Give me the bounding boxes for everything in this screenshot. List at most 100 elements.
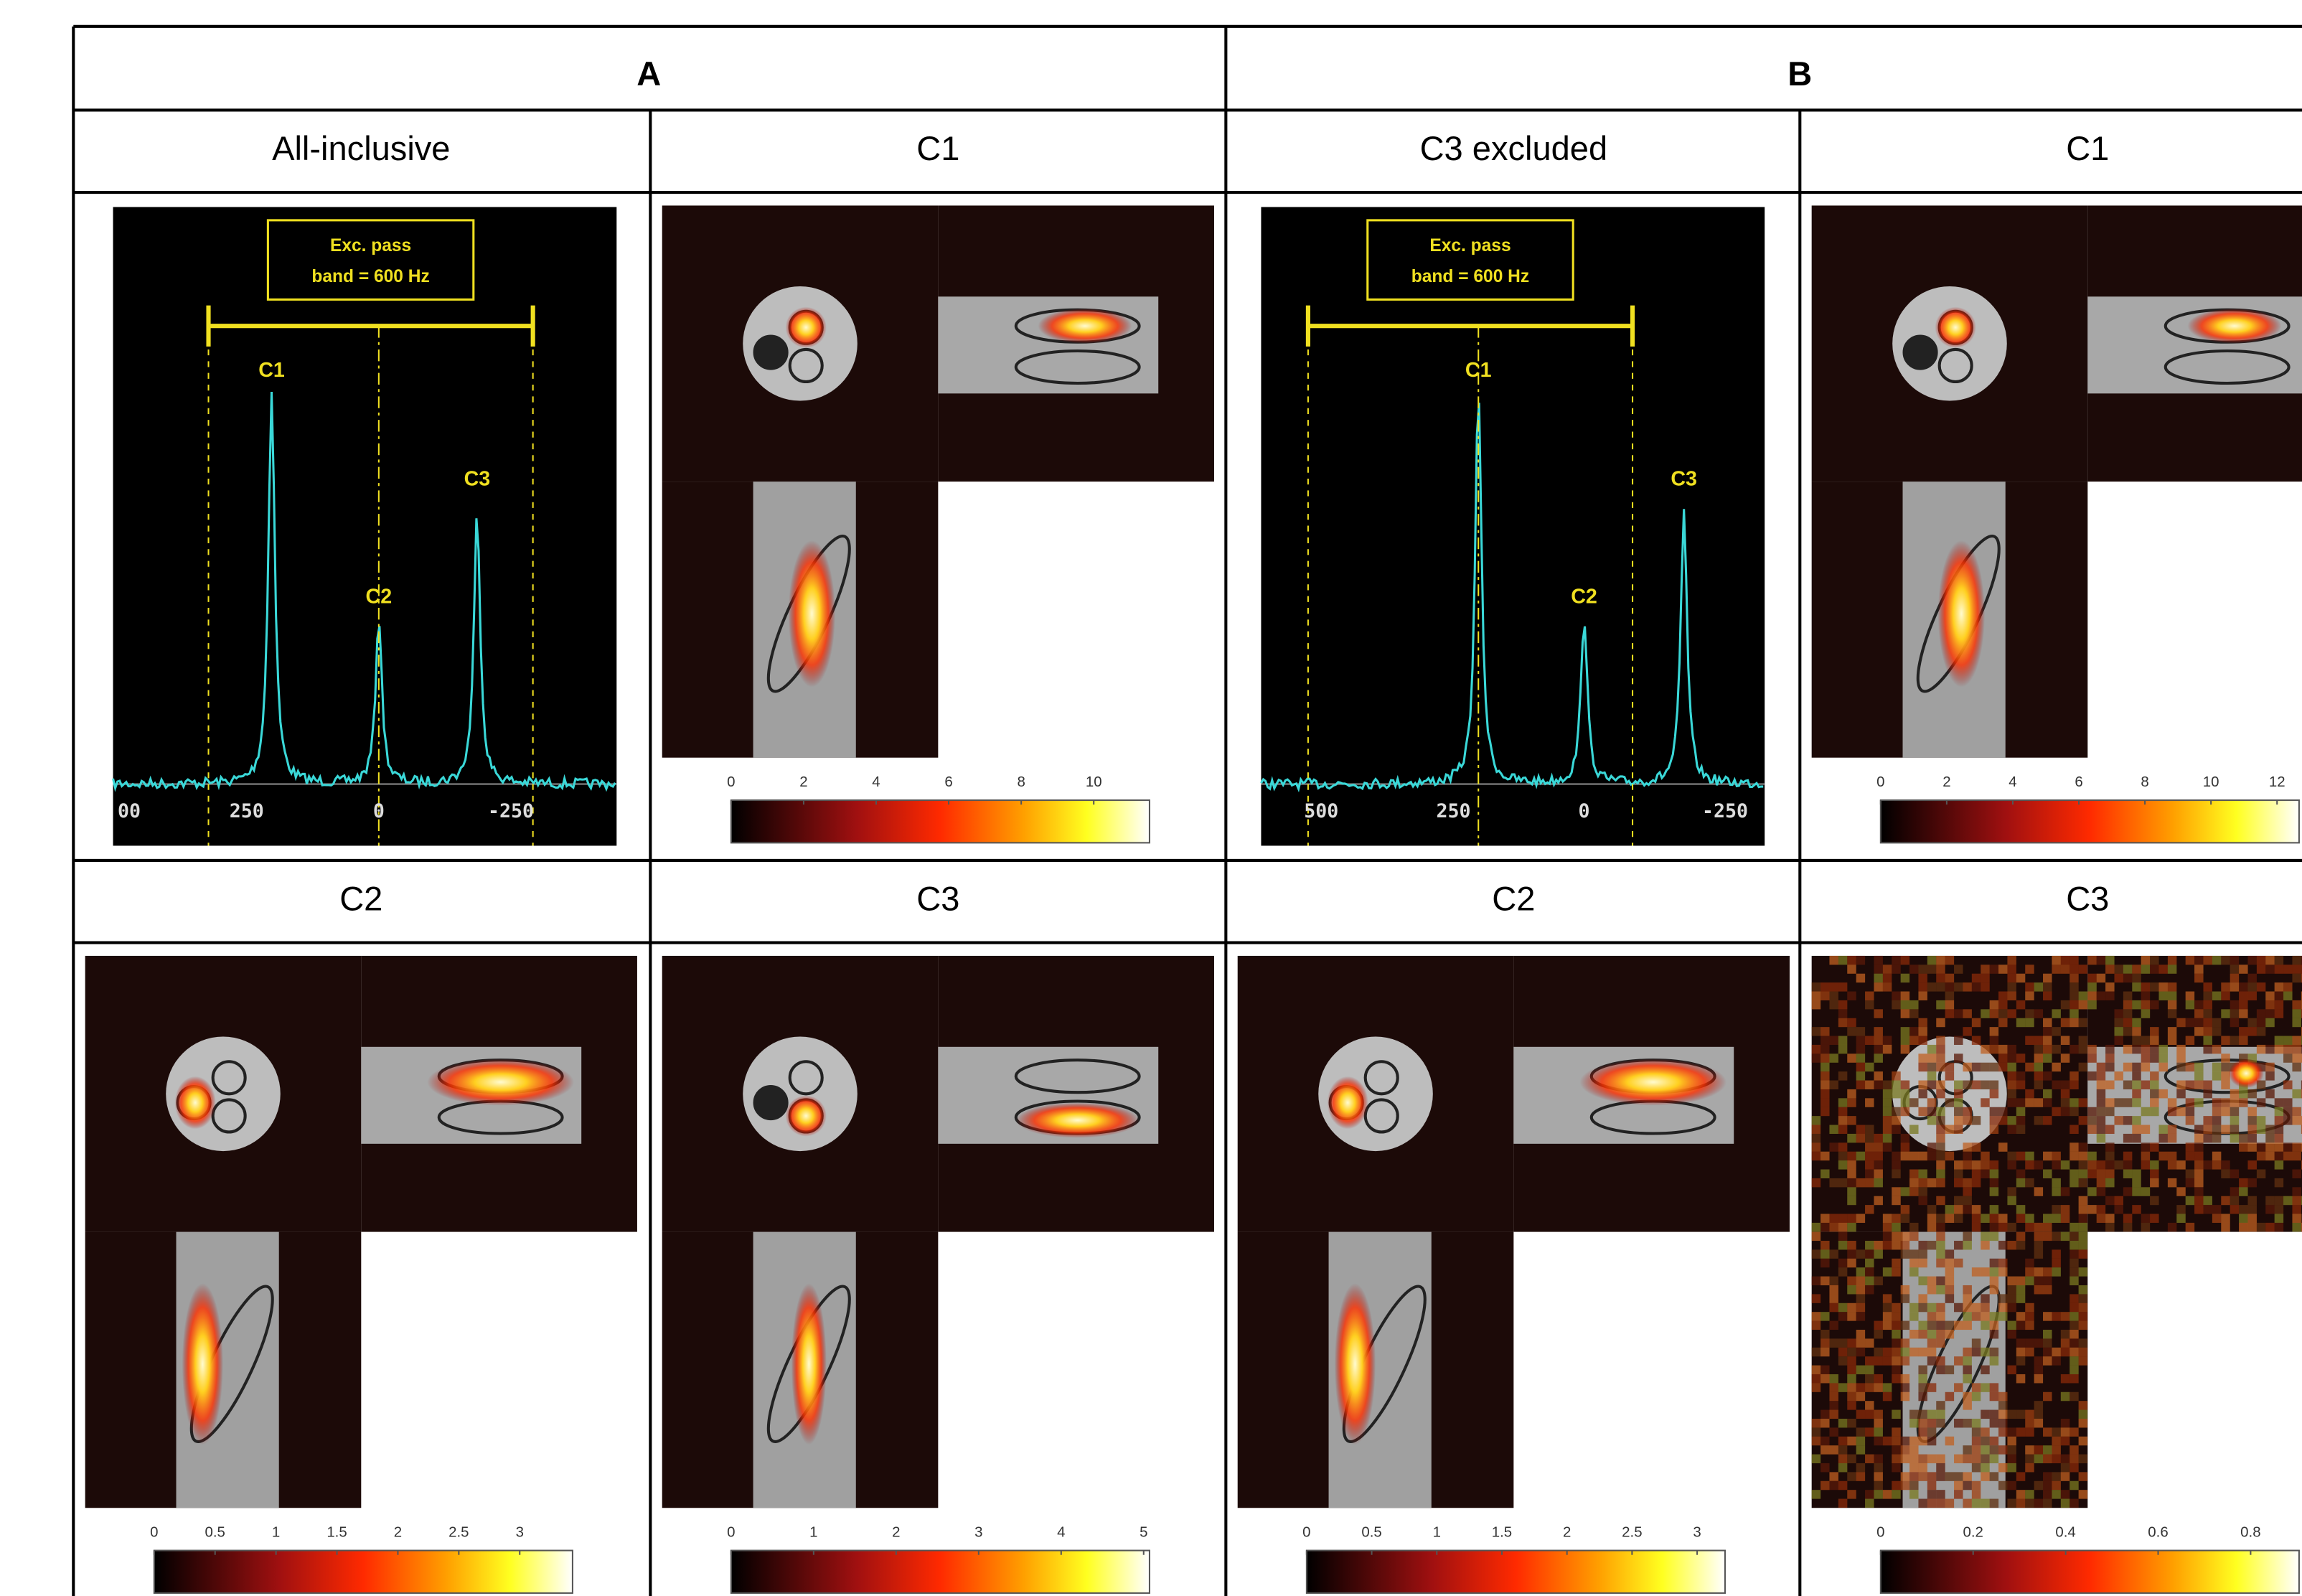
noise (2123, 1170, 2132, 1178)
noise (1856, 1081, 1865, 1089)
peak-label: C2 (1571, 585, 1597, 608)
noise (1936, 1303, 1945, 1312)
noise (1874, 974, 1882, 982)
noise (2141, 1125, 2150, 1134)
colorbar-tick-label: 5 (1140, 1524, 1147, 1540)
noise (1981, 1214, 1989, 1223)
noise (1838, 1223, 1847, 1231)
noise (2097, 956, 2105, 964)
noise (1927, 1437, 1936, 1445)
noise (2016, 1107, 2025, 1116)
noise (2123, 992, 2132, 1000)
noise (1892, 1321, 1900, 1330)
noise (1918, 1321, 1927, 1330)
noise (1927, 1205, 1936, 1214)
noise (2007, 1045, 2016, 1053)
noise (2257, 1027, 2265, 1036)
noise (2194, 964, 2203, 973)
noise (1883, 1348, 1892, 1356)
noise (1847, 1383, 1856, 1391)
noise (1847, 1018, 1856, 1027)
noise (1927, 1303, 1936, 1312)
colorbar-tick-label: 0.2 (1963, 1524, 1983, 1540)
noise (2221, 1170, 2230, 1178)
noise (2043, 1427, 2052, 1436)
noise (1856, 1437, 1865, 1445)
noise (2275, 1152, 2283, 1160)
noise (1936, 1223, 1945, 1231)
noise (2070, 1321, 2078, 1330)
noise (1918, 1294, 1927, 1302)
noise (2052, 1063, 2060, 1071)
noise (2168, 992, 2176, 1000)
noise (2132, 1178, 2141, 1187)
page: A B All-inclusiveExc. passband = 600 HzC… (0, 0, 2302, 1596)
noise (2070, 1356, 2078, 1365)
noise (1892, 1463, 1900, 1472)
noise (2132, 1125, 2141, 1134)
noise (2034, 1267, 2043, 1276)
noise (1990, 1009, 1998, 1018)
noise (2275, 1160, 2283, 1169)
noise (2007, 992, 2016, 1000)
noise (1856, 1125, 1865, 1134)
noise (1874, 1374, 1882, 1383)
noise (1927, 1063, 1936, 1071)
noise (1909, 1098, 1918, 1107)
noise (1883, 1098, 1892, 1107)
colorbar-tick-label: 10 (2203, 774, 2219, 790)
noise (2292, 1223, 2301, 1231)
noise (2230, 1036, 2239, 1045)
noise (1847, 1249, 1856, 1258)
noise (1874, 1036, 1882, 1045)
noise (1901, 1098, 1909, 1107)
noise (1838, 1338, 1847, 1347)
noise (1936, 1000, 1945, 1009)
noise (1821, 1348, 1829, 1356)
noise (1936, 956, 1945, 964)
noise (2275, 1036, 2283, 1045)
panel-title: C1 (2066, 129, 2109, 167)
noise (1901, 1045, 1909, 1053)
noise (2292, 974, 2301, 982)
noise (1954, 1170, 1963, 1178)
noise (2016, 1116, 2025, 1125)
noise (2079, 964, 2087, 973)
axis-label: 00 (118, 800, 141, 822)
noise (2097, 1081, 2105, 1089)
colorbar-tick-label: 0 (727, 774, 735, 790)
noise (2007, 1285, 2016, 1294)
noise (1821, 1045, 1829, 1053)
noise (1883, 1321, 1892, 1330)
noise (1945, 1249, 1954, 1258)
noise (2025, 1063, 2034, 1071)
signal (789, 540, 835, 687)
noise (2016, 1152, 2025, 1160)
noise (1918, 1392, 1927, 1401)
noise (1936, 1214, 1945, 1223)
noise (2141, 1081, 2150, 1089)
noise (2247, 1142, 2256, 1151)
peak-label: C1 (258, 359, 285, 382)
noise (1972, 1303, 1981, 1312)
noise (2150, 1098, 2158, 1107)
noise (2025, 1490, 2034, 1498)
noise (1909, 1490, 1918, 1498)
noise (1909, 1472, 1918, 1480)
noise (2087, 974, 2096, 982)
noise (1856, 1249, 1865, 1258)
noise (1909, 1000, 1918, 1009)
noise (2043, 974, 2052, 982)
signal (182, 1283, 223, 1445)
noise (2265, 1009, 2274, 1018)
noise (2132, 982, 2141, 991)
noise (2265, 1063, 2274, 1071)
noise (2105, 1098, 2114, 1107)
noise (1954, 1009, 1963, 1018)
noise (1918, 1419, 1927, 1427)
noise (1981, 1410, 1989, 1419)
noise (2034, 1241, 2043, 1249)
noise (1812, 1455, 1821, 1463)
noise (2087, 1000, 2096, 1009)
noise (1954, 1205, 1963, 1214)
